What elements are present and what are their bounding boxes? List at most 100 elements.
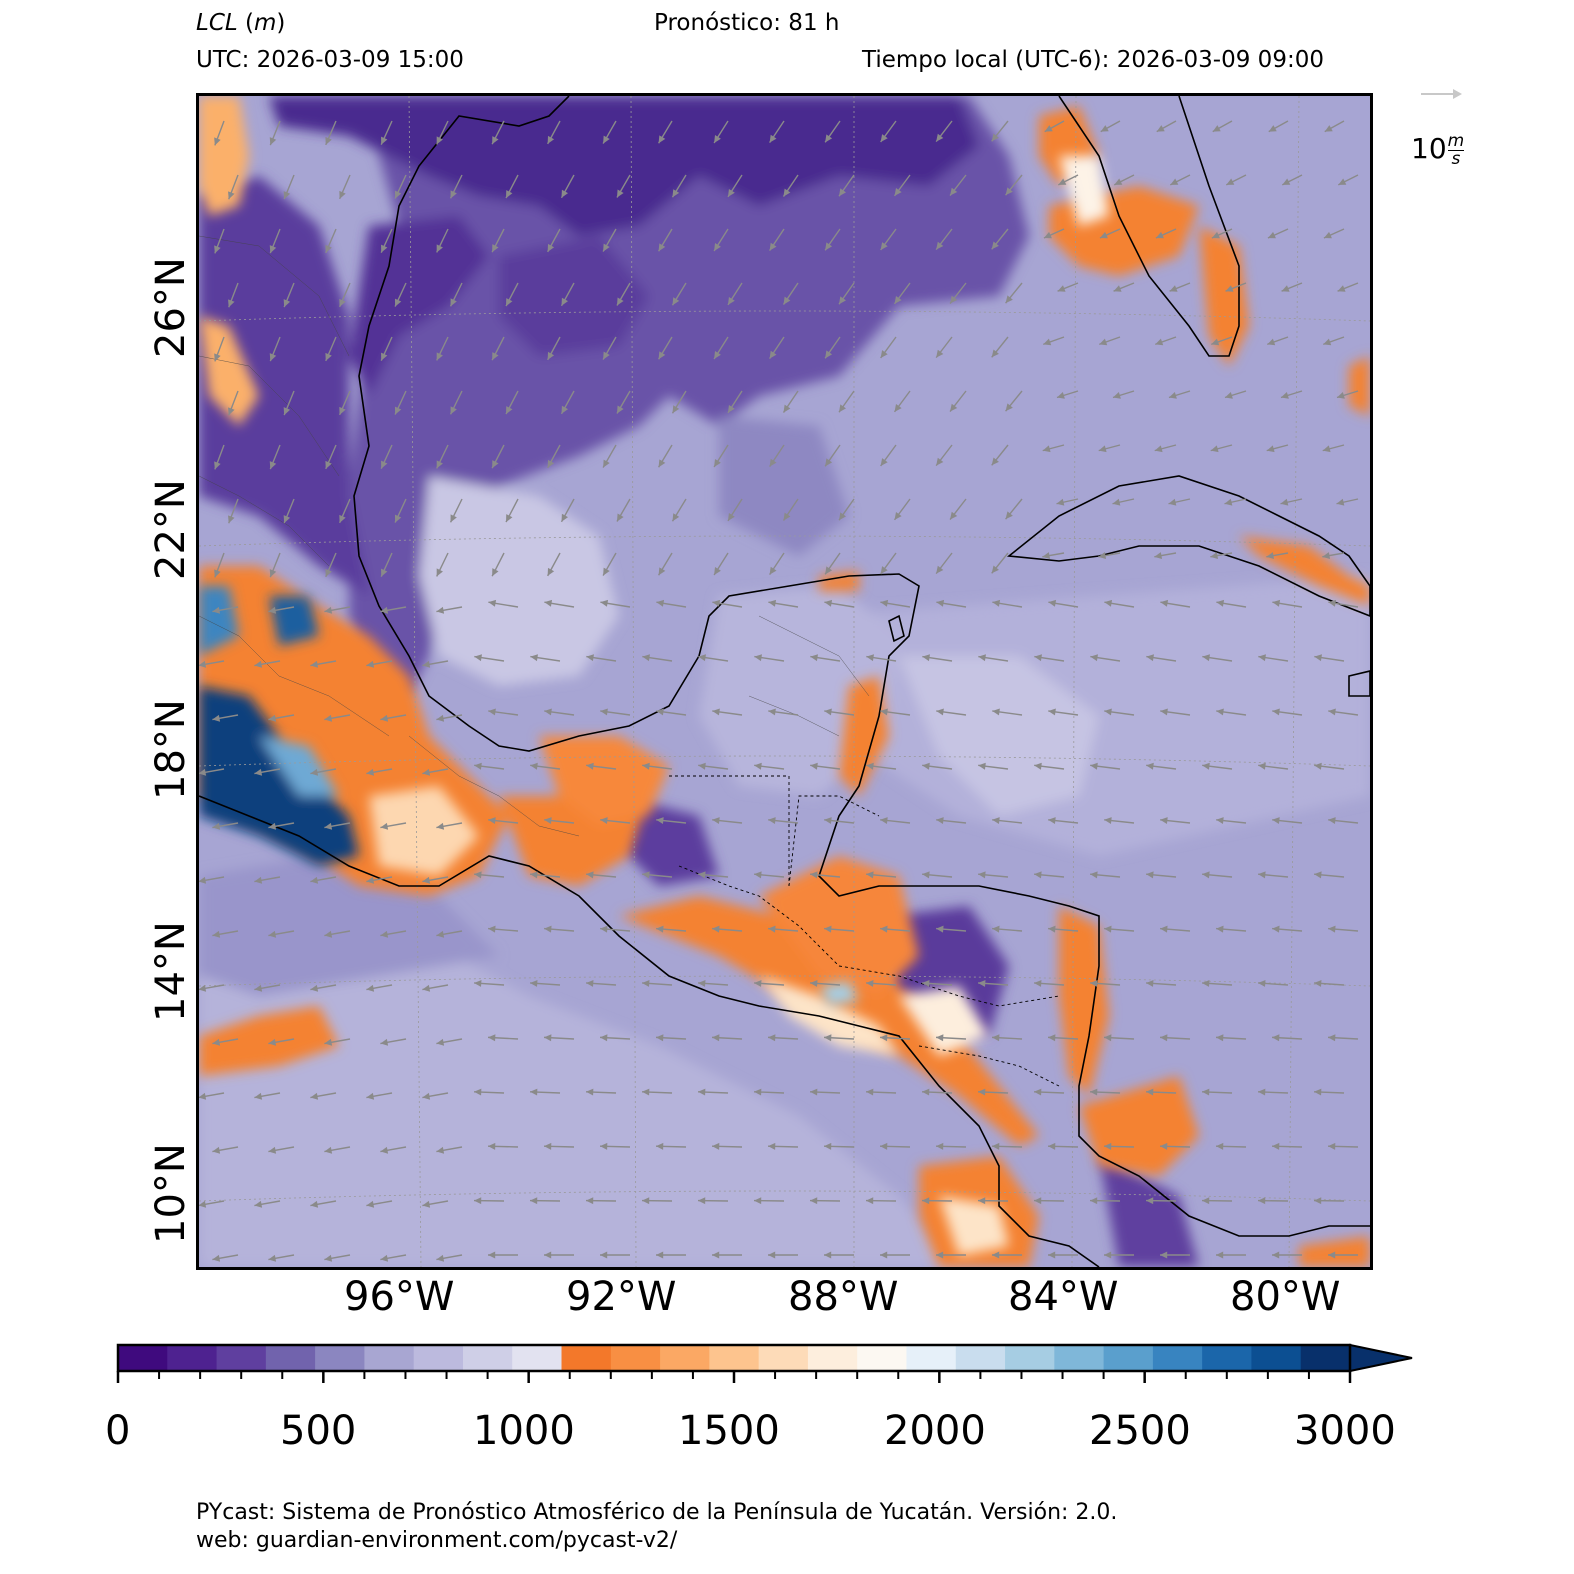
wind-vector-head (254, 1200, 263, 1208)
wind-vector-head (936, 708, 944, 716)
wind-vector-head (422, 768, 431, 776)
wind-vector-head (544, 599, 553, 607)
wind-vector-head (283, 191, 291, 200)
wind-vector-head (380, 822, 389, 830)
wind-vector-head (1272, 1251, 1280, 1259)
wind-vector-head (1048, 925, 1056, 933)
wind-vector-head (254, 660, 263, 668)
wind-vector-head (936, 817, 944, 825)
wind-vector-head (547, 459, 555, 468)
wind-vector-head (992, 1251, 1000, 1259)
wind-vector-head (228, 299, 235, 308)
wind-vector-head (492, 136, 499, 145)
colorbar-swatch-17 (955, 1345, 1006, 1371)
wind-vector-head (658, 567, 666, 576)
wind-vector-head (1160, 708, 1168, 716)
wind-vector-head (1168, 498, 1177, 506)
wind-vector-head (436, 460, 443, 469)
colorbar-tick-500: 500 (280, 1408, 357, 1454)
wind-vector-head (1043, 231, 1052, 239)
wind-vector-head (783, 404, 791, 413)
wind-vector-head (310, 1200, 319, 1208)
wind-vector-head (1226, 178, 1235, 185)
wind-vector-head (422, 876, 431, 884)
wind-vector-head (1048, 1251, 1056, 1259)
wind-vector-head (1258, 1088, 1266, 1096)
wind-vector-head (824, 708, 832, 716)
wind-vector-head (436, 606, 445, 614)
wind-vector-head (1216, 1142, 1224, 1150)
wind-vector-head (547, 135, 555, 144)
wind-vector-head (450, 514, 457, 523)
utc-time: UTC: 2026-03-09 15:00 (196, 47, 464, 73)
wind-vector-head (254, 768, 263, 776)
pacific-light (199, 926, 959, 1267)
wind-vector-head (1090, 1088, 1098, 1096)
wind-vector-head (1154, 445, 1163, 453)
wind-vector-head (992, 1142, 1000, 1150)
peach-oaxaca (369, 786, 479, 876)
wind-vector-head (1314, 1088, 1322, 1096)
wind-vector-head (1328, 599, 1337, 607)
title-var-unit: m (253, 10, 277, 36)
wind-vector-head (768, 1034, 776, 1042)
colorbar-extend-arrow (1349, 1343, 1413, 1373)
wind-vector-head (269, 245, 277, 254)
wind-vector-head (754, 979, 762, 987)
wind-vector-head (310, 876, 319, 884)
wind-vector-head (381, 352, 388, 361)
wind-vector-head (658, 135, 666, 144)
wind-vector-head (1202, 1197, 1210, 1205)
wind-vector-head (714, 243, 721, 251)
wind-vector-head (214, 353, 221, 362)
wind-vector-head (714, 135, 721, 143)
very-high-lcl-peach (369, 156, 1109, 1256)
wind-vector-head (381, 244, 388, 253)
wind-vector-head (1154, 552, 1163, 560)
wind-vector-head (199, 1200, 207, 1208)
title-unit-open: ( (237, 10, 254, 36)
wind-vector-head (212, 1146, 221, 1154)
wind-vector-head (1042, 445, 1051, 453)
wind-vector-head (642, 1088, 650, 1096)
title-variable: LCL (m) (196, 10, 285, 36)
wind-vector-head (922, 1197, 930, 1205)
colorbar-tick-2500: 2500 (1089, 1408, 1191, 1454)
wind-vector-head (1258, 762, 1266, 770)
wind-vector-head (1114, 178, 1123, 185)
wind-vector-head (698, 979, 706, 987)
wind-vector-head (586, 979, 594, 987)
wind-vector-head (394, 406, 402, 415)
coast-gulf-caribbean (353, 96, 1370, 1237)
wind-vector-head (422, 1200, 431, 1208)
wind-vector-head (547, 351, 555, 360)
wind-vector-head (978, 654, 986, 662)
wind-vector-head (394, 514, 402, 523)
wind-vector-head (880, 566, 888, 574)
wind-vector-head (212, 1254, 221, 1262)
wind-vector-head (1146, 979, 1154, 987)
wind-vector-head (754, 762, 762, 770)
wind-vector-head (1034, 871, 1042, 879)
wind-vector-head (839, 512, 846, 521)
wind-vector-head (1225, 285, 1234, 292)
wind-vector-head (769, 458, 777, 467)
wind-vector-head (1155, 231, 1164, 239)
wind-vector-head (783, 188, 791, 197)
wind-vector-head (950, 187, 958, 196)
wind-vector-head (1146, 1088, 1154, 1096)
wind-vector-head (1272, 1034, 1280, 1042)
wind-vector-head (1034, 1197, 1042, 1205)
wind-vector-head (199, 660, 207, 668)
wind-vector-head (228, 407, 235, 416)
colorbar-swatch-16 (906, 1345, 957, 1371)
wind-vector-head (488, 1251, 496, 1259)
wind-vector-head (991, 241, 999, 250)
wind-vector-head (656, 1142, 664, 1150)
wind-vector-head (1328, 1251, 1336, 1259)
wind-vector-head (586, 1088, 594, 1096)
wind-vector-head (474, 654, 482, 662)
wind-vector-head (1034, 654, 1042, 662)
wind-vector-head (978, 871, 986, 879)
